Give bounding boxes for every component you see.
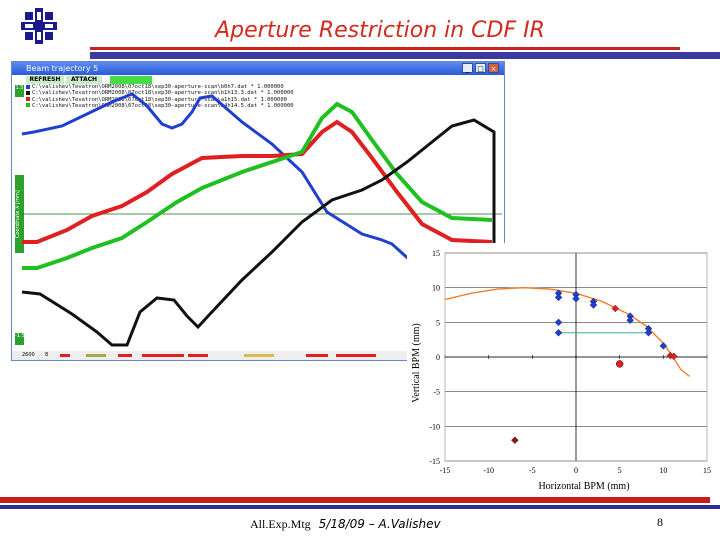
data-point (554, 318, 563, 327)
data-point (659, 342, 668, 350)
status-left: 2600 (22, 352, 35, 358)
mode-indicator[interactable] (110, 76, 152, 84)
legend-label: C:\valishev\Tevatron\ORM2008\07oct18\sep… (32, 90, 294, 97)
footer-meeting: All.Exp.Mtg (250, 517, 311, 531)
slide-title: Aperture Restriction in CDF IR (215, 18, 545, 43)
window-title: Beam trajectory 5 (26, 64, 99, 73)
legend-label: C:\valishev\Tevatron\ORM2008\07oct18\sep… (32, 102, 294, 109)
data-point (511, 436, 519, 444)
trajectory-plot (21, 92, 502, 347)
close-button[interactable]: × (488, 63, 499, 73)
trajectory-black (21, 118, 496, 347)
x-tick-label: -10 (483, 466, 494, 475)
x-tick-label: -15 (440, 466, 451, 475)
data-point (554, 293, 563, 302)
y-tick-label: -15 (429, 457, 440, 466)
legend-item[interactable]: C:\valishev\Tevatron\ORM2008\07oct18\sep… (26, 103, 294, 109)
data-point (611, 304, 620, 313)
refresh-button[interactable]: REFRESH (26, 76, 64, 84)
legend-marker-icon (26, 84, 30, 89)
y-tick-label: 5 (436, 318, 440, 327)
legend-marker-icon (26, 90, 30, 95)
window-titlebar[interactable]: Beam trajectory 5 _ □ × (12, 62, 504, 75)
data-point (572, 295, 580, 303)
title-underline-blue (90, 52, 720, 59)
y-tick-label: -5 (433, 388, 440, 397)
footer-bar-blue (0, 505, 720, 509)
attach-button[interactable]: ATTACH (66, 76, 102, 84)
legend-label: C:\valishev\Tevatron\ORM2008\07oct18\sep… (32, 84, 284, 90)
trajectory-blue (21, 92, 414, 264)
footer-bar-red (0, 497, 710, 503)
legend: C:\valishev\Tevatron\ORM2008\07oct18\sep… (26, 84, 294, 109)
footer-author: 5/18/09 – A.Valishev (318, 517, 441, 531)
legend-marker-icon (26, 97, 30, 102)
fermilab-logo (21, 8, 57, 44)
y-tick-label: 10 (432, 284, 440, 293)
x-tick-label: 15 (703, 466, 711, 475)
maximize-button[interactable]: □ (475, 63, 486, 73)
x-axis-title: Horizontal BPM (mm) (538, 481, 629, 492)
y-axis-bottom-label: -1.5 (15, 333, 25, 345)
legend-item[interactable]: C:\valishev\Tevatron\ORM2008\07oct18\sep… (26, 84, 294, 90)
x-tick-label: 5 (618, 466, 622, 475)
y-tick-label: 15 (432, 249, 440, 258)
bpm-scatter-chart: Vertical BPM (mm) Horizontal BPM (mm) -1… (407, 243, 717, 493)
bpm-chart-svg: Vertical BPM (mm) Horizontal BPM (mm) -1… (407, 243, 717, 493)
legend-item[interactable]: C:\valishev\Tevatron\ORM2008\07oct18\sep… (26, 90, 294, 96)
legend-item[interactable]: C:\valishev\Tevatron\ORM2008\07oct18\sep… (26, 97, 294, 103)
legend-marker-icon (26, 103, 30, 108)
y-axis-title: Vertical BPM (mm) (411, 323, 422, 402)
y-tick-label: -10 (429, 422, 440, 431)
status-right: 8 (45, 352, 49, 358)
page-number: 8 (657, 515, 663, 529)
title-underline-red (90, 47, 680, 50)
legend-label: C:\valishev\Tevatron\ORM2008\07oct18\sep… (32, 96, 287, 103)
x-tick-label: 10 (659, 466, 667, 475)
data-point (615, 360, 624, 368)
beam-trajectory-window: Beam trajectory 5 _ □ × REFRESH ATTACH C… (11, 61, 505, 361)
y-axis-top-label: 1.5 (15, 85, 24, 97)
data-point (626, 316, 634, 324)
footer: All.Exp.Mtg 5/18/09 – A.Valishev (250, 517, 441, 532)
data-point (670, 352, 678, 361)
y-axis-strip: 1.5 Coordinate X [mm] -1.5 (14, 85, 25, 347)
status-bar: 2600 8 (12, 351, 504, 360)
x-tick-label: -5 (529, 466, 536, 475)
data-point (589, 301, 598, 309)
status-segments (60, 354, 376, 357)
trajectory-red (22, 119, 493, 244)
data-point (644, 329, 653, 337)
y-tick-label: 0 (436, 353, 440, 362)
data-point (554, 329, 563, 337)
plot-frame (444, 252, 708, 462)
minimize-button[interactable]: _ (462, 63, 473, 73)
x-tick-label: 0 (574, 466, 578, 475)
trajectory-green (22, 101, 493, 270)
